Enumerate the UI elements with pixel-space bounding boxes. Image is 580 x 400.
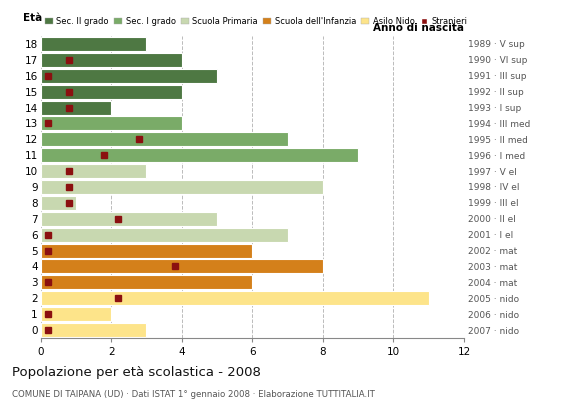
Bar [41, 244, 252, 258]
Bar [41, 323, 146, 337]
Bar [41, 291, 429, 305]
Text: COMUNE DI TAIPANA (UD) · Dati ISTAT 1° gennaio 2008 · Elaborazione TUTTITALIA.IT: COMUNE DI TAIPANA (UD) · Dati ISTAT 1° g… [12, 390, 375, 399]
Bar [41, 228, 288, 242]
Bar [41, 260, 323, 274]
Bar [41, 37, 146, 51]
Bar [41, 85, 182, 99]
Bar [41, 132, 288, 146]
Bar [41, 196, 76, 210]
Bar [41, 69, 217, 83]
Bar [41, 53, 182, 67]
Text: Età: Età [23, 13, 42, 23]
Text: Anno di nascita: Anno di nascita [373, 23, 464, 33]
Bar [41, 275, 252, 289]
Bar [41, 212, 217, 226]
Bar [41, 100, 111, 114]
Bar [41, 180, 323, 194]
Bar [41, 116, 182, 130]
Text: Popolazione per età scolastica - 2008: Popolazione per età scolastica - 2008 [12, 366, 260, 379]
Bar [41, 148, 358, 162]
Bar [41, 164, 146, 178]
Legend: Sec. II grado, Sec. I grado, Scuola Primaria, Scuola dell'Infanzia, Asilo Nido, : Sec. II grado, Sec. I grado, Scuola Prim… [45, 17, 467, 26]
Bar [41, 307, 111, 321]
